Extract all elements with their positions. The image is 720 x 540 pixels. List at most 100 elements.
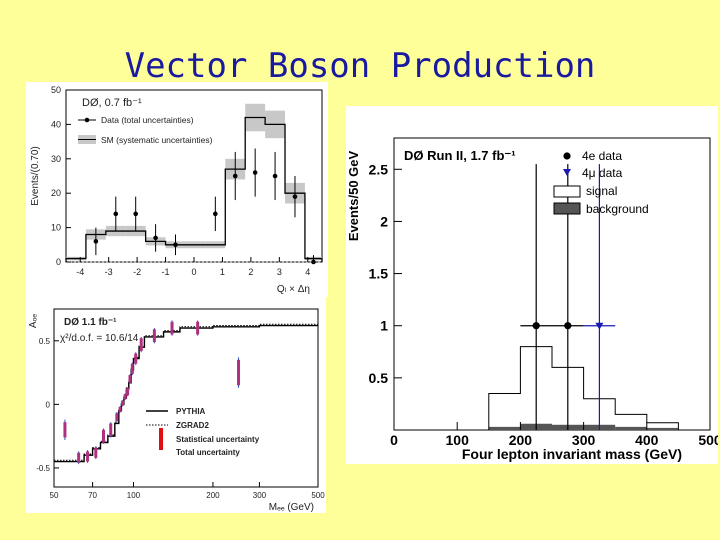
statistical-uncertainty-bar (170, 321, 174, 335)
legend-4e-marker (563, 152, 571, 160)
legend-label: PYTHIA (176, 407, 206, 416)
x-tick-label: 400 (635, 432, 659, 448)
x-tick-label: 100 (446, 432, 470, 448)
data-point (133, 211, 138, 217)
signal-histogram (394, 346, 710, 431)
x-tick-label: 300 (253, 491, 267, 500)
statistical-uncertainty-bar (86, 451, 90, 462)
y-tick-label: 2 (380, 213, 388, 229)
data-point (272, 173, 278, 179)
data-point (93, 239, 99, 244)
y-tick-label: 2.5 (369, 161, 389, 177)
legend-label: Total uncertainty (176, 448, 240, 457)
y-tick-label: 0 (46, 400, 51, 409)
top-left-chart-panel: -4 -3 -2 -1 0 1 2 3 4 0 10 20 30 40 50 Events/(0.70) Qₗ … (26, 82, 328, 297)
x-tick-label: -4 (76, 267, 84, 277)
right-chart-panel: 0 100 200 300 400 500 0.5 1 1.5 2 2.5 Events/50 GeV… (346, 106, 720, 464)
x-axis-label: Four lepton invariant mass (GeV) (462, 446, 682, 462)
x-tick-label: 50 (50, 491, 59, 500)
y-tick-label: 0.5 (39, 337, 51, 346)
y-tick-label: 1 (380, 318, 388, 334)
background-bar (488, 426, 521, 430)
y-axis-label: Events/50 GeV (346, 151, 361, 242)
statistical-uncertainty-bar (109, 423, 113, 437)
chart-title: DØ Run II, 1.7 fb⁻¹ (404, 148, 516, 163)
y-axis-label: Aₒₑ (28, 314, 39, 328)
data-point (173, 242, 178, 248)
statistical-uncertainty-bar (126, 387, 130, 396)
x-axis-label: Qₗ × Δη (277, 284, 310, 295)
y-tick-label: 20 (51, 188, 61, 198)
statistical-uncertainty-bar (94, 447, 98, 458)
legend-label: 4e data (582, 149, 622, 163)
statistical-uncertainty-bar (196, 321, 200, 335)
legend-signal-marker (553, 185, 581, 198)
legend-label: Data (total uncertainties) (101, 115, 194, 125)
x-tick-label: 300 (572, 432, 596, 448)
data-point (213, 211, 218, 217)
statistical-uncertainty-bar (134, 353, 138, 364)
plot-frame (53, 308, 319, 488)
data-point (153, 235, 158, 241)
4e-data-point (564, 322, 572, 330)
y-tick-label: 30 (51, 154, 61, 164)
legend-label: Statistical uncertainty (176, 435, 260, 444)
y-tick-label: 1.5 (369, 266, 389, 282)
y-tick-label: 10 (51, 223, 61, 233)
legend-background-marker (553, 202, 581, 215)
y-tick-label: 50 (51, 85, 61, 95)
statistical-uncertainty-bar (139, 338, 143, 351)
legend-label: 4μ data (582, 166, 623, 180)
x-tick-label: 0 (390, 432, 398, 448)
bottom-left-chart-panel: 50 70 100 200 300 500 -0.5 0 0.5 Aₒₑ Mₑₑ (GeV) DØ 1… (26, 297, 326, 513)
x-tick-label: 200 (509, 432, 533, 448)
x-tick-label: -3 (105, 267, 113, 277)
statistical-uncertainty-bar (118, 406, 122, 412)
statistical-uncertainty-bar (63, 422, 67, 438)
4e-data-point (532, 322, 540, 330)
legend-4mu-marker (563, 169, 571, 176)
x-tick-label: 2 (248, 267, 253, 277)
x-tick-label: 3 (277, 267, 282, 277)
legend-data-marker (84, 117, 90, 123)
legend-label: SM (systematic uncertainties) (101, 135, 213, 145)
sm-histogram (65, 116, 323, 262)
background-bar (646, 427, 679, 430)
plot-frame (393, 137, 711, 431)
statistical-uncertainty-bar (152, 329, 156, 343)
x-tick-label: 4 (305, 267, 310, 277)
statistical-uncertainty-bar (130, 363, 134, 374)
statistical-uncertainty-bar (123, 394, 127, 400)
x-tick-label: -1 (162, 267, 170, 277)
x-tick-label: 500 (311, 491, 325, 500)
x-tick-label: 500 (698, 432, 718, 448)
x-tick-label: 1 (220, 267, 225, 277)
data-point (113, 211, 119, 217)
x-tick-label: 70 (88, 491, 97, 500)
y-tick-label: 0 (56, 257, 61, 267)
y-axis-label: Events/(0.70) (30, 146, 41, 205)
x-axis-label: Mₑₑ (GeV) (269, 502, 314, 513)
right-chart: 0 100 200 300 400 500 0.5 1 1.5 2 2.5 Events/50 GeV… (346, 137, 720, 462)
data-point (252, 170, 258, 175)
chi2-annotation: χ²/d.o.f. = 10.6/14 (60, 333, 139, 344)
data-point (292, 194, 298, 199)
statistical-uncertainty-bar (237, 359, 241, 386)
y-tick-label: 0.5 (369, 370, 389, 386)
legend-label: background (586, 202, 649, 216)
data-point (311, 259, 316, 265)
legend-label: ZGRAD2 (176, 421, 209, 430)
x-tick-label: -2 (133, 267, 141, 277)
chart-title: DØ 1.1 fb⁻¹ (64, 317, 117, 328)
statistical-uncertainty-bar (115, 413, 119, 421)
statistical-uncertainty-bar (77, 452, 81, 463)
y-tick-label: -0.5 (36, 464, 50, 473)
legend-stat-marker (159, 428, 163, 450)
statistical-uncertainty-bar (128, 375, 132, 383)
data-point (232, 173, 238, 179)
x-tick-label: 0 (191, 267, 196, 277)
legend-label: signal (586, 184, 617, 198)
top-left-chart: -4 -3 -2 -1 0 1 2 3 401020304050Events/(0.70)Qₗ … (30, 85, 323, 295)
background-bar (615, 426, 647, 430)
